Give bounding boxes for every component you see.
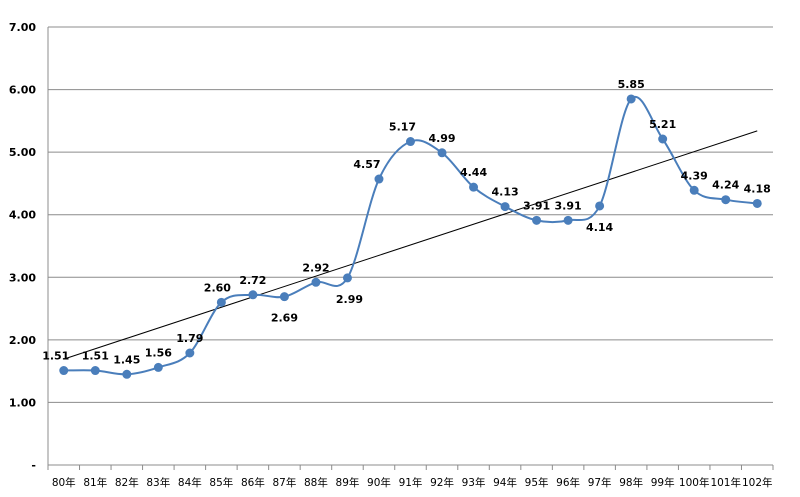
data-point xyxy=(469,182,479,192)
x-tick-label: 91年 xyxy=(399,476,423,489)
data-label: 4.99 xyxy=(428,132,455,145)
data-label: 5.21 xyxy=(649,118,676,131)
data-label: 4.24 xyxy=(712,179,739,192)
data-labels: 1.51 1.51 1.45 1.56 1.79 2.60 2.72 2.69 2.92 2.99… xyxy=(42,78,771,366)
data-point xyxy=(59,366,69,376)
data-point xyxy=(658,134,668,144)
x-tick-label: 80年 xyxy=(52,476,76,489)
data-label: 4.14 xyxy=(586,221,613,234)
data-point xyxy=(437,148,447,158)
x-tick-label: 101年 xyxy=(710,476,741,489)
data-label: 2.69 xyxy=(271,312,298,325)
y-tick-label: 6.00 xyxy=(9,84,36,97)
data-point xyxy=(406,137,415,147)
data-point xyxy=(626,94,636,104)
x-tick-label: 96年 xyxy=(556,476,580,489)
data-point xyxy=(721,195,731,205)
data-label: 4.13 xyxy=(491,186,518,199)
data-point xyxy=(374,174,384,184)
data-point xyxy=(122,369,132,379)
trendline-layer xyxy=(63,130,758,360)
y-tick-label: 1.00 xyxy=(9,396,36,409)
x-tick-label: 93年 xyxy=(462,476,486,489)
trendline xyxy=(63,130,758,360)
data-point xyxy=(752,198,762,208)
y-tick-label: - xyxy=(31,459,36,472)
data-label: 1.56 xyxy=(145,346,172,359)
data-label: 3.91 xyxy=(555,199,582,212)
x-tick-label: 82年 xyxy=(115,476,139,489)
data-label: 2.72 xyxy=(239,274,266,287)
x-tick-label: 92年 xyxy=(430,476,454,489)
x-tick-label: 102年 xyxy=(742,476,773,489)
x-tick-label: 87年 xyxy=(272,476,296,489)
y-tick-label: 2.00 xyxy=(9,334,36,347)
x-tick-label: 94年 xyxy=(493,476,517,489)
x-tick-label: 88年 xyxy=(304,476,328,489)
data-label: 4.18 xyxy=(744,182,771,195)
data-point xyxy=(532,215,542,225)
gridlines xyxy=(48,26,773,403)
data-label: 4.39 xyxy=(681,169,708,182)
x-tick-label: 98年 xyxy=(619,476,643,489)
data-label: 5.85 xyxy=(618,78,645,91)
x-tick-label: 97年 xyxy=(588,476,612,489)
y-tick-label: 4.00 xyxy=(9,209,36,222)
data-label: 1.51 xyxy=(42,350,69,363)
data-label: 2.60 xyxy=(204,281,231,294)
axes: - 1.00 2.00 3.00 4.00 5.00 6.00 7.00 80年 81年 82年 83… xyxy=(9,21,774,489)
data-label: 1.45 xyxy=(113,353,140,366)
x-tick-label: 90年 xyxy=(367,476,391,489)
data-point xyxy=(248,290,258,300)
data-label: 3.91 xyxy=(523,199,550,212)
x-tick-label: 84年 xyxy=(178,476,202,489)
data-point xyxy=(595,201,605,211)
x-tick-label: 81年 xyxy=(83,476,107,489)
data-label: 4.44 xyxy=(460,166,487,179)
x-tick-label: 100年 xyxy=(679,476,710,489)
x-tick-label: 83年 xyxy=(146,476,170,489)
data-point xyxy=(153,362,163,372)
data-label: 5.17 xyxy=(389,121,416,134)
data-point xyxy=(342,273,352,283)
x-tick-label: 85年 xyxy=(209,476,233,489)
data-label: 2.92 xyxy=(302,261,329,274)
data-point xyxy=(689,185,699,195)
y-tick-label: 5.00 xyxy=(9,146,36,159)
data-label: 4.57 xyxy=(353,158,380,171)
data-point xyxy=(311,277,321,287)
data-point xyxy=(185,348,195,358)
y-tick-label: 3.00 xyxy=(9,271,36,284)
y-tick-label: 7.00 xyxy=(9,21,36,34)
data-point xyxy=(216,297,226,307)
x-tick-label: 95年 xyxy=(525,476,549,489)
data-point xyxy=(500,202,510,212)
x-tick-label: 99年 xyxy=(651,476,675,489)
data-point xyxy=(90,366,100,376)
data-point xyxy=(279,292,289,302)
data-label: 1.51 xyxy=(82,350,109,363)
series-layer xyxy=(59,94,762,379)
data-label: 2.99 xyxy=(336,293,363,306)
x-tick-label: 89年 xyxy=(336,476,360,489)
data-label: 1.79 xyxy=(176,332,203,345)
data-point xyxy=(563,215,573,225)
x-tick-label: 86年 xyxy=(241,476,265,489)
